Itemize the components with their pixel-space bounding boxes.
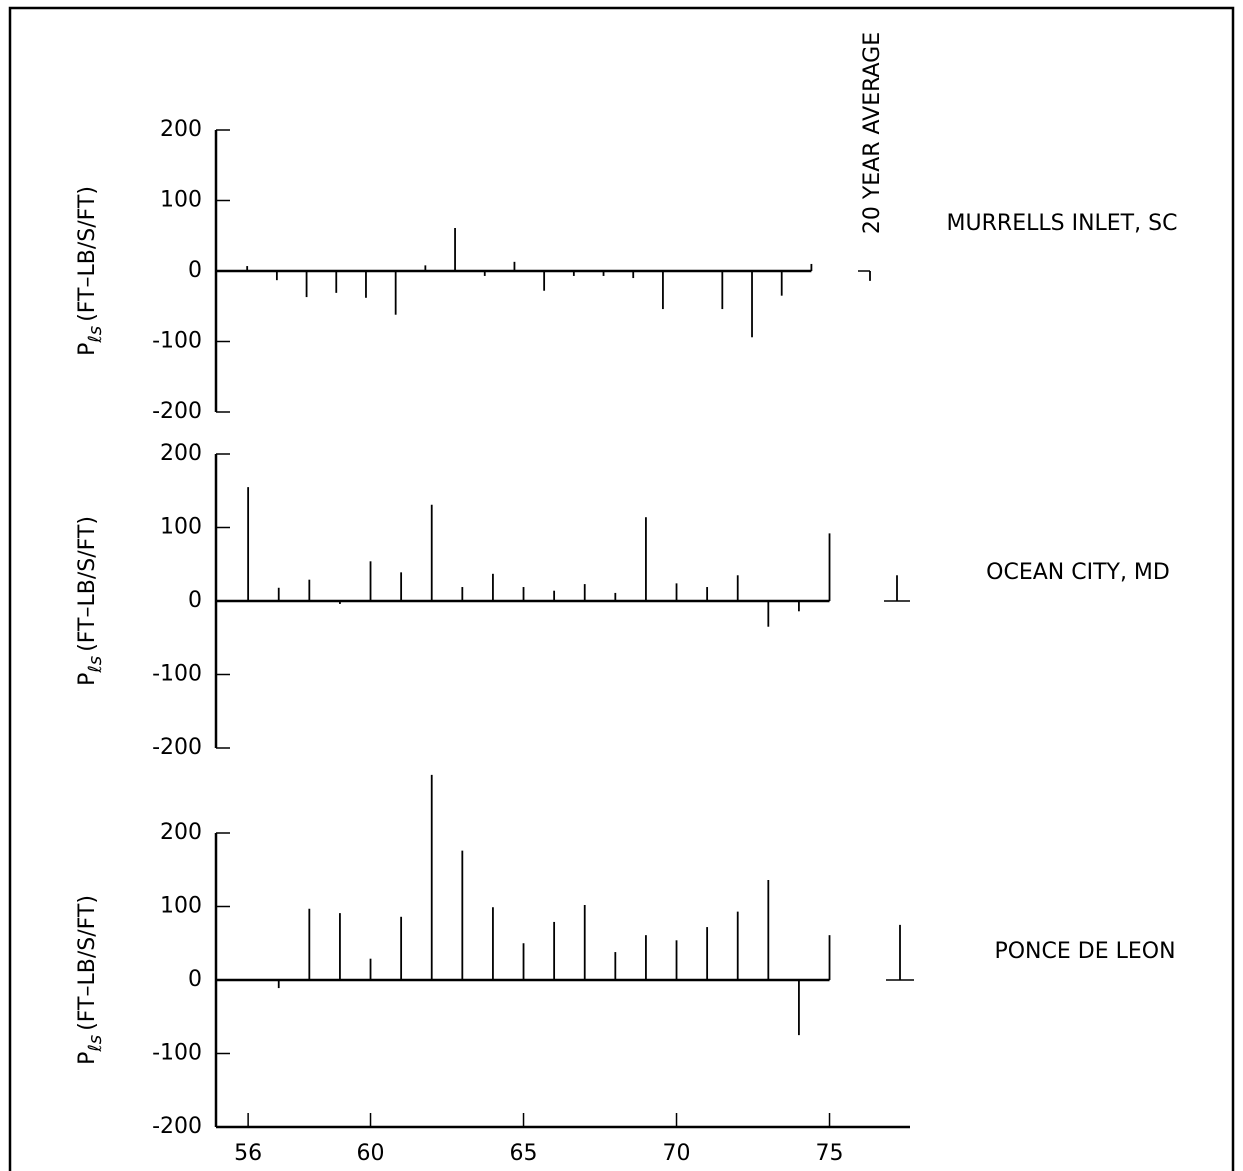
y-tick-label: 100 bbox=[160, 188, 202, 213]
y-label-subscript: ℓs bbox=[85, 656, 106, 674]
y-tick-label: 200 bbox=[160, 820, 202, 845]
y-tick-label: -200 bbox=[152, 399, 202, 424]
annotation: 20 YEAR AVERAGE bbox=[860, 32, 885, 234]
y-tick-label: 0 bbox=[188, 588, 202, 613]
y-tick-label: -100 bbox=[152, 1041, 202, 1066]
y-tick-label: -200 bbox=[152, 1114, 202, 1139]
y-tick-label: 0 bbox=[188, 258, 202, 283]
y-tick-label: 100 bbox=[160, 894, 202, 919]
x-tick-label: 70 bbox=[663, 1141, 691, 1166]
frame bbox=[8, 6, 1235, 1171]
x-tick-label: 75 bbox=[816, 1141, 844, 1166]
y-label-subscript: ℓs bbox=[85, 326, 106, 344]
y-tick-label: -200 bbox=[152, 735, 202, 760]
x-tick-label: 60 bbox=[357, 1141, 385, 1166]
y-tick-label: 0 bbox=[188, 967, 202, 992]
y-axis-label: Pℓs (FT–LB/S/FT) bbox=[75, 186, 106, 356]
y-tick-label: -100 bbox=[152, 662, 202, 687]
y-axis-label: Pℓs (FT–LB/S/FT) bbox=[75, 516, 106, 686]
y-label-subscript: ℓs bbox=[85, 1035, 106, 1053]
y-label-unit: (FT–LB/S/FT) bbox=[75, 895, 100, 1031]
y-label-unit: (FT–LB/S/FT) bbox=[75, 186, 100, 322]
station-title: MURRELLS INLET, SC bbox=[947, 211, 1178, 236]
y-label-unit: (FT–LB/S/FT) bbox=[75, 516, 100, 652]
y-axis-label: Pℓs (FT–LB/S/FT) bbox=[75, 895, 106, 1065]
y-tick-label: 200 bbox=[160, 117, 202, 142]
x-tick-label: 56 bbox=[234, 1141, 262, 1166]
y-label-symbol: P bbox=[75, 1052, 100, 1065]
station-title: PONCE DE LEON bbox=[994, 939, 1175, 964]
station-title: OCEAN CITY, MD bbox=[986, 560, 1170, 585]
y-tick-label: -100 bbox=[152, 329, 202, 354]
y-tick-label: 100 bbox=[160, 515, 202, 540]
y-tick-label: 200 bbox=[160, 441, 202, 466]
x-tick-label: 65 bbox=[510, 1141, 538, 1166]
y-label-symbol: P bbox=[75, 673, 100, 686]
y-label-symbol: P bbox=[75, 343, 100, 356]
